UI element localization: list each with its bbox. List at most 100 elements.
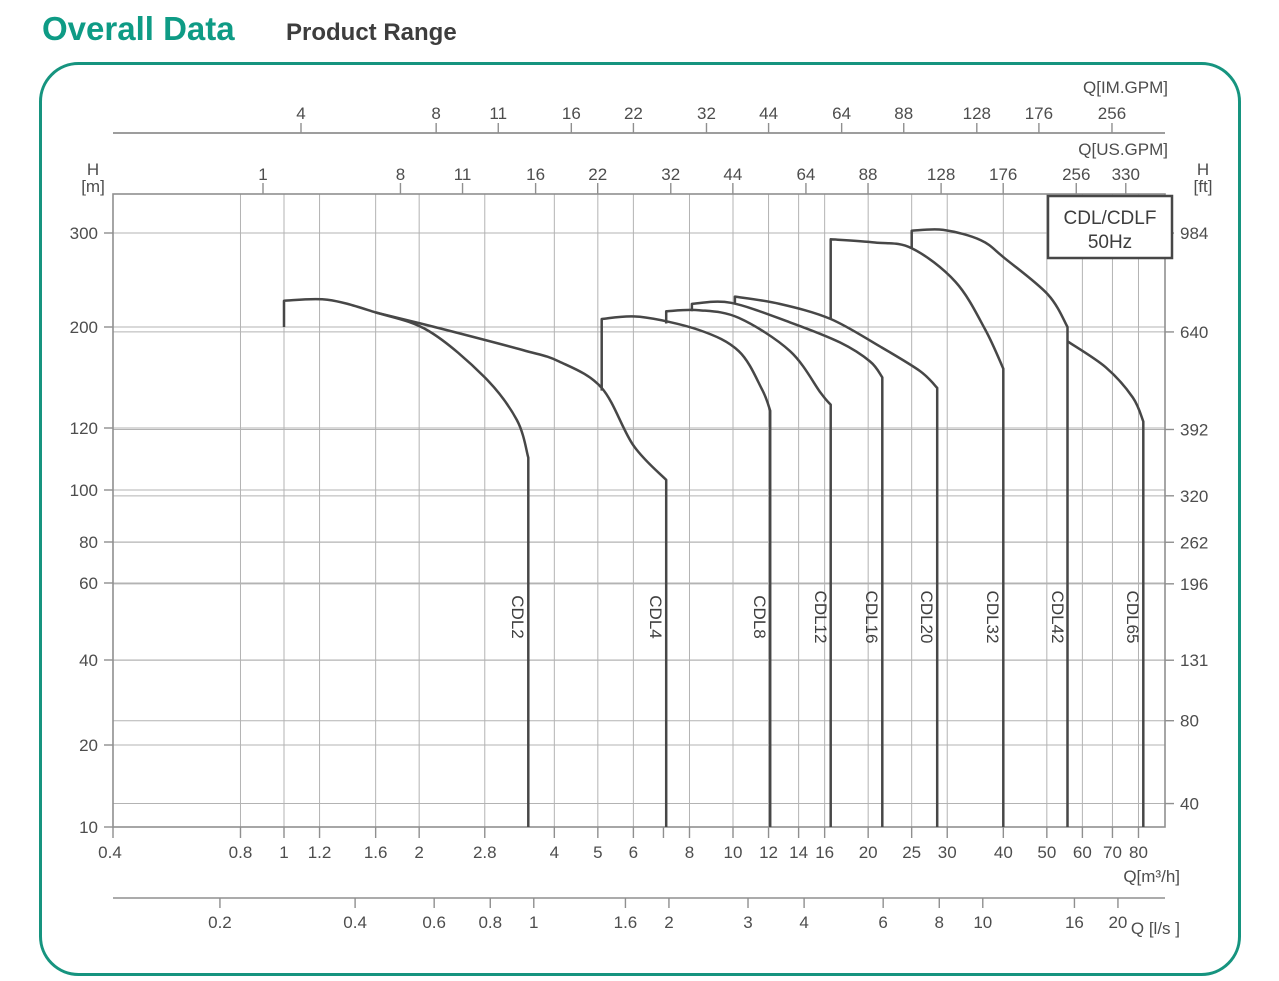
tick-label-m3h-80: 80 xyxy=(1129,843,1148,862)
curve-cdl20 xyxy=(733,295,939,827)
curve-labels: CDL2 CDL4 CDL8 CDL12 CDL16 CDL20 CDL32 CDL42 CDL… xyxy=(508,591,1142,644)
tick-label-m3h-14: 14 xyxy=(789,843,808,862)
tick-label-im-4: 4 xyxy=(296,104,305,123)
plot-frame-rect xyxy=(112,193,1166,828)
tick-label-ls-0.2: 0.2 xyxy=(208,913,232,932)
tick-label-im-256: 256 xyxy=(1098,104,1126,123)
tick-label-us-8: 8 xyxy=(396,165,405,184)
curve-label-cdl4: CDL4 xyxy=(646,595,665,638)
unit-label-h-left-2: [m] xyxy=(81,177,105,196)
tick-label-im-8: 8 xyxy=(431,104,440,123)
tick-label-ls-1.6: 1.6 xyxy=(614,913,638,932)
tick-label-hft-196: 196 xyxy=(1180,575,1208,594)
tick-label-hm-20: 20 xyxy=(79,736,98,755)
unit-label-im-gpm: Q[IM.GPM] xyxy=(1083,78,1168,97)
tick-label-m3h-8: 8 xyxy=(685,843,694,862)
curve-label-cdl42: CDL42 xyxy=(1048,591,1067,644)
tick-label-m3h-6: 6 xyxy=(629,843,638,862)
tick-label-hft-40: 40 xyxy=(1180,795,1199,814)
curve-label-cdl2: CDL2 xyxy=(508,595,527,638)
tick-label-hm-80: 80 xyxy=(79,533,98,552)
tick-label-hft-984: 984 xyxy=(1180,224,1208,243)
tick-label-m3h-0.4: 0.4 xyxy=(98,843,122,862)
tick-label-us-330: 330 xyxy=(1112,165,1140,184)
page-title: Overall Data xyxy=(42,10,235,47)
tick-label-m3h-2.8: 2.8 xyxy=(473,843,497,862)
curve-label-cdl8: CDL8 xyxy=(750,595,769,638)
tick-label-ls-10: 10 xyxy=(973,913,992,932)
tick-label-ls-0.8: 0.8 xyxy=(478,913,502,932)
unit-label-h-left-1: H xyxy=(87,160,99,179)
gridlines xyxy=(113,194,1165,827)
tick-label-m3h-30: 30 xyxy=(938,843,957,862)
tick-label-m3h-1: 1 xyxy=(279,843,288,862)
curve-cdl4 xyxy=(375,311,668,827)
page-subtitle: Product Range xyxy=(286,19,457,46)
tick-label-im-44: 44 xyxy=(759,104,778,123)
chart-border xyxy=(39,62,1241,976)
tick-label-m3h-2: 2 xyxy=(414,843,423,862)
tick-label-ls-3: 3 xyxy=(743,913,752,932)
tick-label-im-176: 176 xyxy=(1025,104,1053,123)
curve-cdl65 xyxy=(1066,340,1145,827)
tick-label-ls-2: 2 xyxy=(664,913,673,932)
tick-label-ls-8: 8 xyxy=(935,913,944,932)
tick-label-ls-20: 20 xyxy=(1108,913,1127,932)
tick-label-us-128: 128 xyxy=(927,165,955,184)
tick-label-im-11: 11 xyxy=(489,104,507,123)
tick-label-m3h-40: 40 xyxy=(994,843,1013,862)
tick-label-ls-16: 16 xyxy=(1065,913,1084,932)
tick-label-im-64: 64 xyxy=(832,104,851,123)
curve-label-cdl12: CDL12 xyxy=(811,591,830,644)
curve-cdl12 xyxy=(664,308,832,827)
plot-frame xyxy=(112,132,1166,899)
tick-label-us-11: 11 xyxy=(454,165,472,184)
tick-label-hm-200: 200 xyxy=(70,318,98,337)
tick-label-m3h-20: 20 xyxy=(859,843,878,862)
tick-label-m3h-1.6: 1.6 xyxy=(364,843,388,862)
tick-label-im-16: 16 xyxy=(562,104,581,123)
tick-label-us-22: 22 xyxy=(588,165,607,184)
tick-label-hft-640: 640 xyxy=(1180,323,1208,342)
tick-label-hm-40: 40 xyxy=(79,651,98,670)
curve-cdl2 xyxy=(282,297,530,827)
curve-label-cdl20: CDL20 xyxy=(917,591,936,644)
tick-label-ls-0.4: 0.4 xyxy=(343,913,367,932)
legend: CDL/CDLF 50Hz xyxy=(1046,194,1174,260)
tick-label-m3h-50: 50 xyxy=(1037,843,1056,862)
tick-label-m3h-16: 16 xyxy=(815,843,834,862)
unit-label-h-right-2: [ft] xyxy=(1194,177,1213,196)
unit-label-h-right-1: H xyxy=(1197,160,1209,179)
unit-label-m3h: Q[m³/h] xyxy=(1123,867,1180,886)
tick-label-m3h-0.8: 0.8 xyxy=(229,843,253,862)
tick-label-hm-60: 60 xyxy=(79,574,98,593)
curve-cdl42 xyxy=(910,228,1069,827)
curve-label-cdl65: CDL65 xyxy=(1123,591,1142,644)
curve-label-cdl16: CDL16 xyxy=(862,591,881,644)
tick-label-us-88: 88 xyxy=(859,165,878,184)
unit-label-us-gpm: Q[US.GPM] xyxy=(1078,140,1168,159)
pump-curves xyxy=(282,228,1145,827)
tick-label-hm-10: 10 xyxy=(79,818,98,837)
legend-line2: 50Hz xyxy=(1088,232,1132,253)
curve-label-cdl32: CDL32 xyxy=(983,591,1002,644)
tick-label-m3h-10: 10 xyxy=(724,843,743,862)
tick-label-m3h-12: 12 xyxy=(759,843,778,862)
tick-label-us-176: 176 xyxy=(989,165,1017,184)
tick-label-m3h-25: 25 xyxy=(902,843,921,862)
tick-label-im-22: 22 xyxy=(624,104,643,123)
tick-label-hft-131: 131 xyxy=(1180,651,1208,670)
tick-label-hft-392: 392 xyxy=(1180,420,1208,439)
tick-label-us-16: 16 xyxy=(526,165,545,184)
tick-label-im-32: 32 xyxy=(697,104,716,123)
tick-label-ls-1: 1 xyxy=(529,913,538,932)
tick-label-im-88: 88 xyxy=(894,104,913,123)
tick-label-im-128: 128 xyxy=(963,104,991,123)
tick-label-us-44: 44 xyxy=(723,165,742,184)
tick-label-m3h-5: 5 xyxy=(593,843,602,862)
tick-label-us-1: 1 xyxy=(258,165,267,184)
curve-cdl32 xyxy=(829,238,1005,827)
